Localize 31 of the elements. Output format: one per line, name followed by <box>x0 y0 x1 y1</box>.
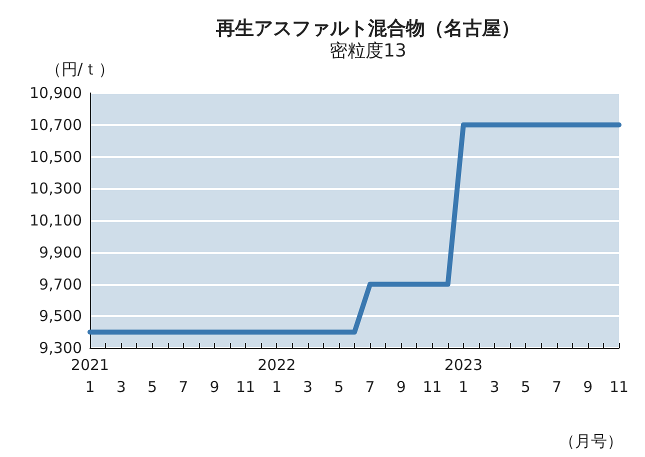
chart-subtitle: 密粒度13 <box>330 40 406 62</box>
x-tick-label: 9 <box>396 378 406 396</box>
x-tick-label: 3 <box>116 378 126 396</box>
x-axis-title: （月号） <box>559 432 623 450</box>
y-tick-label: 10,100 <box>30 212 82 230</box>
y-tick-label: 10,300 <box>30 180 82 198</box>
chart-title: 再生アスファルト混合物（名古屋） <box>215 18 520 40</box>
x-tick-label: 5 <box>147 378 158 396</box>
x-tick-label: 2023 1 <box>444 356 483 396</box>
y-tick-label: 9,700 <box>39 275 82 294</box>
x-tick-label: 7 <box>365 378 375 396</box>
x-tick-label: 3 <box>303 378 313 396</box>
y-tick-label: 10,900 <box>30 84 82 102</box>
x-tick-label: 5 <box>334 378 344 396</box>
x-tick-label: 11 <box>422 378 442 396</box>
x-tick-label: 11 <box>609 378 629 396</box>
x-tick-label: 3 <box>490 378 500 396</box>
x-tick-label: 7 <box>552 378 562 396</box>
y-tick-label: 9,500 <box>39 307 82 326</box>
x-tick-label: 11 <box>236 378 256 396</box>
x-tick-label: 5 <box>520 378 530 396</box>
x-tick-label: 9 <box>583 378 593 396</box>
y-tick-label: 10,500 <box>30 148 82 166</box>
y-tick-label: 9,300 <box>39 339 82 357</box>
y-tick-label: 10,700 <box>30 116 82 134</box>
y-tick-label: 9,900 <box>39 243 82 262</box>
x-tick-label: 2022 1 <box>258 356 296 396</box>
x-tick-label: 2021 1 <box>70 356 110 396</box>
y-axis-title: （円/ｔ） <box>45 60 115 78</box>
x-tick-label: 7 <box>178 378 188 396</box>
x-tick-label: 9 <box>210 378 220 396</box>
